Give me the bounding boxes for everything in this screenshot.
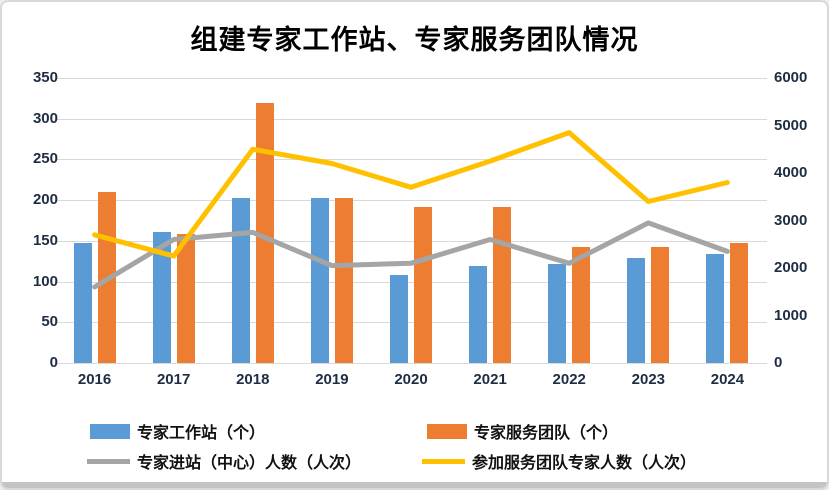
gridline xyxy=(55,200,767,202)
y-axis-right-tick-label: 3000 xyxy=(774,211,808,229)
bar-expert-service-team xyxy=(334,197,353,363)
y-axis-right-tick-label: 1000 xyxy=(774,306,808,324)
bar-expert-workstation xyxy=(390,275,408,363)
y-axis-left-tick-label: 100 xyxy=(32,272,58,290)
legend-line-swatch xyxy=(87,458,130,464)
legend-label: 专家进站（中心）人数（人次） xyxy=(137,455,362,472)
legend-bar-swatch xyxy=(90,423,130,439)
x-axis-tick-label: 2019 xyxy=(315,371,349,388)
x-axis-tick-label: 2021 xyxy=(473,371,507,388)
legend-bar-swatch xyxy=(427,423,467,439)
x-axis-tick-label: 2017 xyxy=(156,371,191,388)
gridline xyxy=(55,322,767,324)
bar-expert-service-team xyxy=(730,243,749,363)
bar-expert-service-team xyxy=(572,247,591,363)
y-axis-right-tick-label: 5000 xyxy=(774,116,808,134)
bar-expert-workstation xyxy=(231,197,250,363)
legend-label: 参加服务团队专家人数（人次） xyxy=(472,455,697,472)
y-axis-left-tick-label: 350 xyxy=(32,69,58,86)
legend-label: 专家服务团队（个） xyxy=(474,425,619,442)
gridline xyxy=(55,240,767,242)
y-axis-left-tick-label: 300 xyxy=(32,109,58,127)
x-axis-tick-label: 2020 xyxy=(394,371,428,388)
bar-expert-service-team xyxy=(176,234,195,363)
x-axis-tick-label: 2024 xyxy=(710,371,745,388)
legend-experts-entering-stations: 专家进站（中心）人数（人次） xyxy=(87,452,362,472)
bar-expert-workstation xyxy=(152,231,171,363)
legend-line-swatch xyxy=(422,458,465,464)
bar-expert-workstation xyxy=(73,243,92,363)
gridline xyxy=(55,363,767,364)
y-axis-right-tick-label: 4000 xyxy=(774,164,808,181)
legend-expert-workstation: 专家工作站（个） xyxy=(90,422,266,442)
y-axis-right-tick-label: 0 xyxy=(774,354,783,371)
gridline xyxy=(55,159,767,161)
legend-experts-joining-service-teams: 参加服务团队专家人数（人次） xyxy=(422,452,697,472)
y-axis-left-tick-label: 200 xyxy=(32,191,58,209)
x-axis-tick-label: 2018 xyxy=(236,371,270,388)
bar-expert-workstation xyxy=(469,266,488,363)
bar-expert-workstation xyxy=(706,253,725,363)
gridline xyxy=(55,118,767,120)
y-axis-left-tick-label: 0 xyxy=(49,354,58,371)
plot-area xyxy=(55,78,767,364)
bar-expert-service-team xyxy=(255,103,274,363)
chart-title: 组建专家工作站、专家服务团队情况 xyxy=(190,25,639,55)
bar-expert-service-team xyxy=(651,247,670,363)
y-axis-left-tick-label: 150 xyxy=(32,231,58,249)
bottom-edge-strip xyxy=(2,482,827,488)
gridline xyxy=(55,78,767,79)
y-axis-right-tick-label: 2000 xyxy=(774,259,808,276)
line-series xyxy=(92,130,730,290)
y-axis-left-tick-label: 50 xyxy=(41,313,58,331)
y-axis-left-tick-label: 250 xyxy=(32,150,58,168)
line-experts-joining-service-teams xyxy=(92,130,730,259)
x-axis-tick-label: 2016 xyxy=(77,371,112,388)
x-axis-tick-label: 2022 xyxy=(552,371,586,388)
x-axis-tick-label: 2023 xyxy=(631,371,666,388)
bar-expert-workstation xyxy=(310,197,329,363)
bar-expert-workstation xyxy=(548,263,567,363)
y-axis-right-tick-label: 6000 xyxy=(774,69,808,86)
legend-label: 专家工作站（个） xyxy=(137,425,266,442)
bar-expert-workstation xyxy=(627,257,646,363)
legend-expert-service-team: 专家服务团队（个） xyxy=(427,422,619,442)
gridline xyxy=(55,281,767,283)
bar-expert-service-team xyxy=(414,207,432,363)
line-experts-entering-stations xyxy=(92,220,730,290)
